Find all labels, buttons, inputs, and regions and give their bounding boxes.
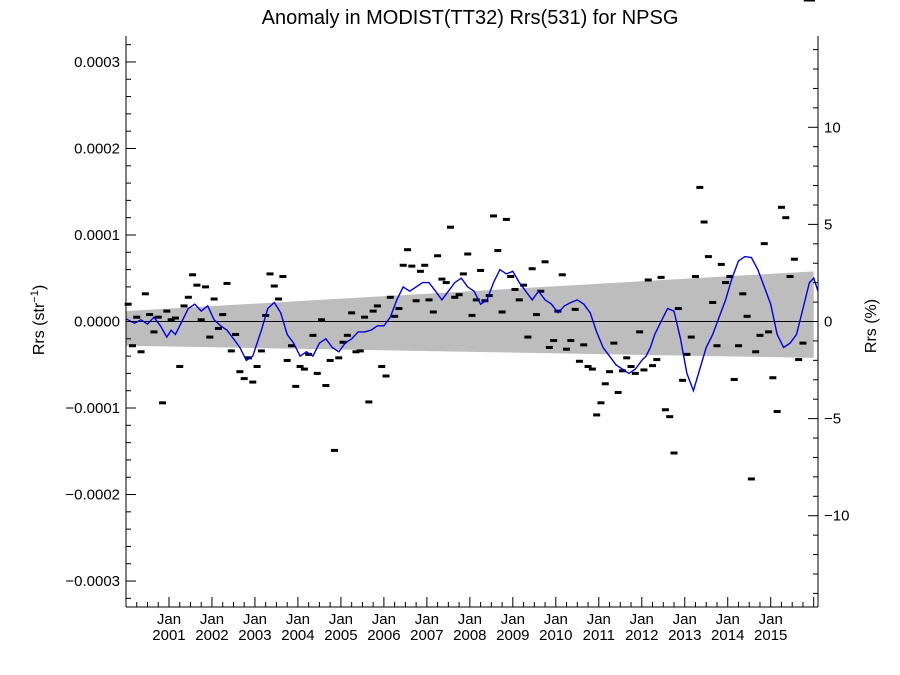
- x-tick-month-label: Jan: [372, 611, 396, 628]
- x-tick-month-label: Jan: [716, 611, 740, 628]
- x-tick-year-label: 2005: [324, 627, 357, 644]
- y-tick-label: 0.0003: [74, 54, 120, 71]
- x-tick-year-label: 2014: [711, 627, 744, 644]
- monthly-points: [124, 0, 816, 481]
- y2-tick-label: 10: [824, 119, 841, 136]
- x-tick-month-label: Jan: [544, 611, 568, 628]
- x-tick-year-label: 2004: [281, 627, 314, 644]
- x-tick-month-label: Jan: [587, 611, 611, 628]
- x-tick-year-label: 2002: [195, 627, 228, 644]
- x-tick-month-label: Jan: [673, 611, 697, 628]
- x-tick-year-label: 2015: [754, 627, 787, 644]
- y-tick-label: 0.0001: [74, 227, 120, 244]
- x-tick-year-label: 2007: [410, 627, 443, 644]
- x-tick-month-label: Jan: [501, 611, 525, 628]
- x-tick-month-label: Jan: [286, 611, 310, 628]
- smoothed-anomaly-line: [125, 255, 819, 393]
- x-tick-month-label: Jan: [243, 611, 267, 628]
- x-tick-year-label: 2011: [583, 627, 615, 644]
- y2-tick-label: 5: [824, 216, 832, 233]
- x-tick-month-label: Jan: [157, 611, 181, 628]
- x-tick-month-label: Jan: [458, 611, 482, 628]
- y-axis-ticks: 0.0003 0.0002 0.0001 0.0000 −0.0001 −0.0002 −0…: [65, 44, 136, 599]
- x-tick-month-label: Jan: [759, 611, 783, 628]
- x-tick-year-label: 2010: [539, 627, 572, 644]
- x-tick-year-label: 2012: [625, 627, 658, 644]
- x-tick-year-label: 2009: [496, 627, 529, 644]
- y-tick-label: −0.0001: [65, 400, 120, 417]
- y-axis-label-superscript: −1: [29, 290, 41, 303]
- x-tick-month-label: Jan: [200, 611, 224, 628]
- y-axis-label-close: ): [31, 285, 48, 290]
- x-tick-year-label: 2013: [668, 627, 701, 644]
- x-tick-month-label: Jan: [415, 611, 439, 628]
- y2-tick-label: −5: [824, 411, 841, 428]
- y2-axis-ticks: 10 5 0 −5 −10: [808, 49, 849, 594]
- y2-axis-label: Rrs (%): [863, 299, 880, 353]
- chart-title: Anomaly in MODIST(TT32) Rrs(531) for NPS…: [262, 7, 679, 29]
- anomaly-series-line: [125, 255, 819, 393]
- y-tick-label: 0.0002: [74, 140, 120, 157]
- x-tick-year-label: 2001: [152, 627, 185, 644]
- y2-tick-label: 0: [824, 314, 832, 331]
- x-tick-month-label: Jan: [630, 611, 654, 628]
- y-axis-label-text: Rrs (str: [31, 302, 48, 355]
- y-tick-label: −0.0002: [65, 487, 120, 504]
- x-axis-ticks: Jan2001Jan2002Jan2003Jan2004Jan2005Jan20…: [125, 597, 815, 644]
- y2-tick-label: −10: [824, 508, 849, 525]
- x-tick-month-label: Jan: [329, 611, 353, 628]
- x-tick-year-label: 2003: [238, 627, 271, 644]
- x-tick-year-label: 2008: [453, 627, 486, 644]
- x-tick-year-label: 2006: [367, 627, 400, 644]
- y-axis-label: Rrs (str−1): [29, 285, 48, 355]
- y-tick-label: 0.0000: [74, 314, 120, 331]
- y-tick-label: −0.0003: [65, 573, 120, 590]
